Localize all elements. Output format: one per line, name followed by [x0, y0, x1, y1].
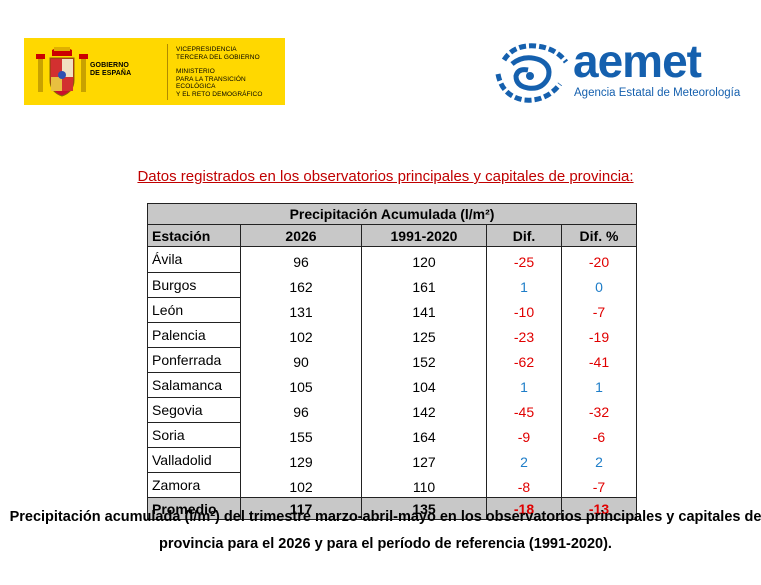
station-name: Zamora — [147, 471, 241, 498]
table-row: Palencia 102 125 -23 -19 — [147, 321, 637, 347]
table-caption: Precipitación acumulada (l/m²) del trime… — [9, 509, 761, 552]
aemet-brand: aemet — [573, 35, 702, 87]
value-2026: 129 — [240, 447, 362, 472]
government-name: GOBIERNO DE ESPAÑA — [90, 62, 132, 77]
average-dif-percent: -13 — [561, 497, 637, 520]
station-name: Segovia — [147, 396, 241, 422]
header-station: Estación — [147, 224, 241, 247]
value-2026: 105 — [240, 372, 362, 397]
ministry-label: MINISTERIO PARA LA TRANSICIÓN ECOLÓGICA … — [176, 68, 263, 98]
value-reference: 127 — [361, 447, 487, 472]
value-dif: 1 — [486, 272, 562, 297]
aemet-agency-name: Agencia Estatal de Meteorología — [574, 87, 741, 99]
value-reference: 141 — [361, 297, 487, 322]
value-dif-percent: 1 — [561, 372, 637, 397]
value-dif: -25 — [486, 246, 562, 272]
average-2026: 117 — [240, 497, 362, 520]
value-reference: 125 — [361, 322, 487, 347]
table-title: Precipitación Acumulada (l/m²) — [147, 203, 637, 225]
value-2026: 155 — [240, 422, 362, 447]
value-reference: 110 — [361, 472, 487, 498]
average-dif: -18 — [486, 497, 562, 520]
value-dif-percent: -6 — [561, 422, 637, 447]
value-2026: 131 — [240, 297, 362, 322]
value-2026: 102 — [240, 472, 362, 498]
value-dif: -10 — [486, 297, 562, 322]
value-dif-percent: -41 — [561, 347, 637, 372]
station-name: Ávila — [147, 246, 241, 272]
value-dif: -45 — [486, 397, 562, 422]
value-dif-percent: 2 — [561, 447, 637, 472]
header-dif-percent: Dif. % — [561, 224, 637, 247]
coat-of-arms-icon — [36, 47, 88, 97]
value-reference: 120 — [361, 246, 487, 272]
aemet-globe-icon — [495, 43, 569, 103]
station-name: Palencia — [147, 321, 241, 347]
table-row: Ponferrada 90 152 -62 -41 — [147, 346, 637, 372]
subtitle: Datos registrados en los observatorios p… — [137, 168, 634, 185]
average-label: Promedio — [147, 497, 241, 520]
value-dif: -9 — [486, 422, 562, 447]
value-2026: 162 — [240, 272, 362, 297]
value-dif: -23 — [486, 322, 562, 347]
value-reference: 142 — [361, 397, 487, 422]
value-2026: 90 — [240, 347, 362, 372]
value-dif-percent: -7 — [561, 472, 637, 498]
precipitation-table: Precipitación Acumulada (l/m²) Estación … — [147, 203, 637, 520]
government-banner: GOBIERNO DE ESPAÑA VICEPRESIDENCIA TERCE… — [24, 38, 285, 105]
banner-divider — [167, 44, 168, 100]
table-row: Soria 155 164 -9 -6 — [147, 421, 637, 447]
aemet-logo: aemet Agencia Estatal de Meteorología — [494, 35, 752, 106]
station-name: Valladolid — [147, 446, 241, 472]
header-reference: 1991-2020 — [361, 224, 487, 247]
table-row: Burgos 162 161 1 0 — [147, 271, 637, 297]
table-row: Ávila 96 120 -25 -20 — [147, 246, 637, 272]
table-row: Zamora 102 110 -8 -7 — [147, 471, 637, 498]
value-dif: -62 — [486, 347, 562, 372]
value-2026: 96 — [240, 397, 362, 422]
station-name: León — [147, 296, 241, 322]
value-2026: 96 — [240, 246, 362, 272]
station-name: Salamanca — [147, 371, 241, 397]
value-reference: 104 — [361, 372, 487, 397]
value-dif: 2 — [486, 447, 562, 472]
value-dif-percent: 0 — [561, 272, 637, 297]
value-dif-percent: -20 — [561, 246, 637, 272]
value-reference: 161 — [361, 272, 487, 297]
table-row: Salamanca 105 104 1 1 — [147, 371, 637, 397]
value-reference: 152 — [361, 347, 487, 372]
value-dif-percent: -7 — [561, 297, 637, 322]
value-2026: 102 — [240, 322, 362, 347]
value-dif: 1 — [486, 372, 562, 397]
vicepresidency-label: VICEPRESIDENCIA TERCERA DEL GOBIERNO — [176, 46, 260, 61]
header-dif: Dif. — [486, 224, 562, 247]
station-name: Burgos — [147, 271, 241, 297]
value-dif-percent: -19 — [561, 322, 637, 347]
station-name: Soria — [147, 421, 241, 447]
header-2026: 2026 — [240, 224, 362, 247]
average-reference: 135 — [361, 497, 487, 520]
table-row: León 131 141 -10 -7 — [147, 296, 637, 322]
value-dif: -8 — [486, 472, 562, 498]
table-row: Segovia 96 142 -45 -32 — [147, 396, 637, 422]
station-name: Ponferrada — [147, 346, 241, 372]
value-reference: 164 — [361, 422, 487, 447]
value-dif-percent: -32 — [561, 397, 637, 422]
table-row: Valladolid 129 127 2 2 — [147, 446, 637, 472]
